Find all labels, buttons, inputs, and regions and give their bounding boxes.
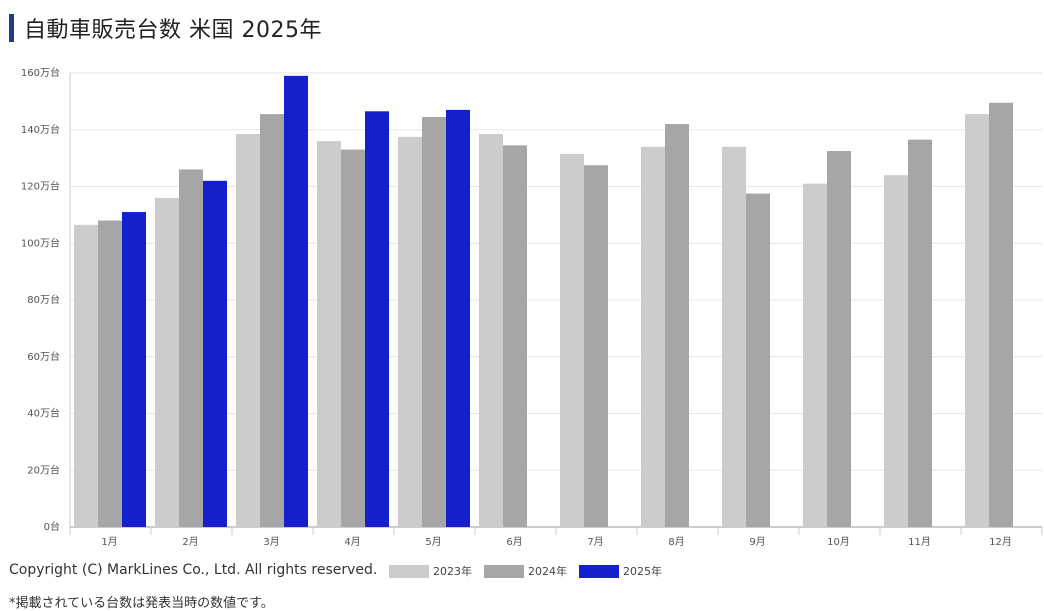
bar-2025年-2月 <box>203 180 227 527</box>
bar-2024年-6月 <box>503 145 527 527</box>
x-tick-label: 7月 <box>587 536 603 548</box>
bar-2023年-12月 <box>965 114 989 528</box>
bar-2024年-2月 <box>179 169 203 527</box>
x-tick-label: 1月 <box>101 536 117 548</box>
y-tick-label: 60万台 <box>27 350 60 363</box>
legend-label-2025: 2025年 <box>623 565 662 578</box>
y-tick-label: 120万台 <box>21 180 60 193</box>
bar-2025年-5月 <box>446 109 470 527</box>
x-tick-label: 11月 <box>908 536 931 548</box>
title-accent-bar <box>9 14 14 42</box>
legend-item-2023[interactable]: 2023年 <box>389 563 472 579</box>
x-tick-label: 4月 <box>344 536 360 548</box>
page-title: 自動車販売台数 米国 2025年 <box>24 18 322 43</box>
bar-2024年-8月 <box>665 124 689 527</box>
bar-2023年-1月 <box>74 224 98 527</box>
x-tick-label: 8月 <box>668 536 684 548</box>
bar-2023年-8月 <box>641 146 665 527</box>
bar-2023年-9月 <box>722 146 746 527</box>
y-tick-label: 160万台 <box>21 66 60 79</box>
legend-label-2023: 2023年 <box>433 565 472 578</box>
y-tick-label: 40万台 <box>27 407 60 420</box>
y-tick-label: 20万台 <box>27 463 60 476</box>
bar-2023年-5月 <box>398 136 422 527</box>
y-tick-label: 140万台 <box>21 123 60 136</box>
bar-2025年-4月 <box>365 111 389 528</box>
y-tick-label: 80万台 <box>27 293 60 306</box>
chart-title-bar: 自動車販売台数 米国 2025年 <box>9 14 322 43</box>
x-tick-label: 10月 <box>827 536 850 548</box>
bar-chart: 0台 20万台 40万台 60万台 80万台 100万台 120万台 140万台 160万台 1月… <box>21 66 1043 548</box>
bar-2023年-2月 <box>155 197 179 527</box>
bar-2023年-3月 <box>236 134 260 527</box>
bar-2024年-9月 <box>746 193 770 527</box>
copyright-text: Copyright (C) MarkLines Co., Ltd. All ri… <box>9 562 378 578</box>
bar-2025年-3月 <box>284 75 308 528</box>
bar-2023年-4月 <box>317 141 341 527</box>
legend-label-2024: 2024年 <box>528 565 567 578</box>
x-tick-label: 12月 <box>989 536 1012 548</box>
x-tick-label: 9月 <box>749 536 765 548</box>
bar-2023年-11月 <box>884 175 908 527</box>
bar-2024年-5月 <box>422 116 446 527</box>
x-tick-label: 3月 <box>263 536 279 548</box>
x-tick-label: 6月 <box>506 536 522 548</box>
y-tick-label: 0台 <box>44 520 60 533</box>
bar-2024年-1月 <box>98 220 122 528</box>
legend-swatch-2024 <box>484 564 524 578</box>
bar-2024年-11月 <box>908 139 932 527</box>
bar-2023年-10月 <box>803 183 827 527</box>
bar-2023年-6月 <box>479 134 503 527</box>
legend-swatch-2023 <box>389 564 429 578</box>
legend-item-2024[interactable]: 2024年 <box>484 563 567 579</box>
y-tick-label: 100万台 <box>21 236 60 249</box>
bar-2024年-10月 <box>827 151 851 527</box>
bar-2025年-1月 <box>122 212 146 527</box>
bar-2024年-4月 <box>341 149 365 528</box>
x-tick-label: 5月 <box>425 536 441 548</box>
legend-item-2025[interactable]: 2025年 <box>579 563 662 579</box>
legend-swatch-2025 <box>579 564 619 578</box>
footnote-text: *掲載されている台数は発表当時の数値です。 <box>9 596 274 611</box>
x-tick-label: 2月 <box>182 536 198 548</box>
bar-2024年-7月 <box>584 165 608 527</box>
bar-2024年-3月 <box>260 114 284 528</box>
bar-2024年-12月 <box>989 102 1013 527</box>
bar-2023年-7月 <box>560 153 584 527</box>
chart-legend: 2023年 2024年 2025年 <box>389 563 674 579</box>
